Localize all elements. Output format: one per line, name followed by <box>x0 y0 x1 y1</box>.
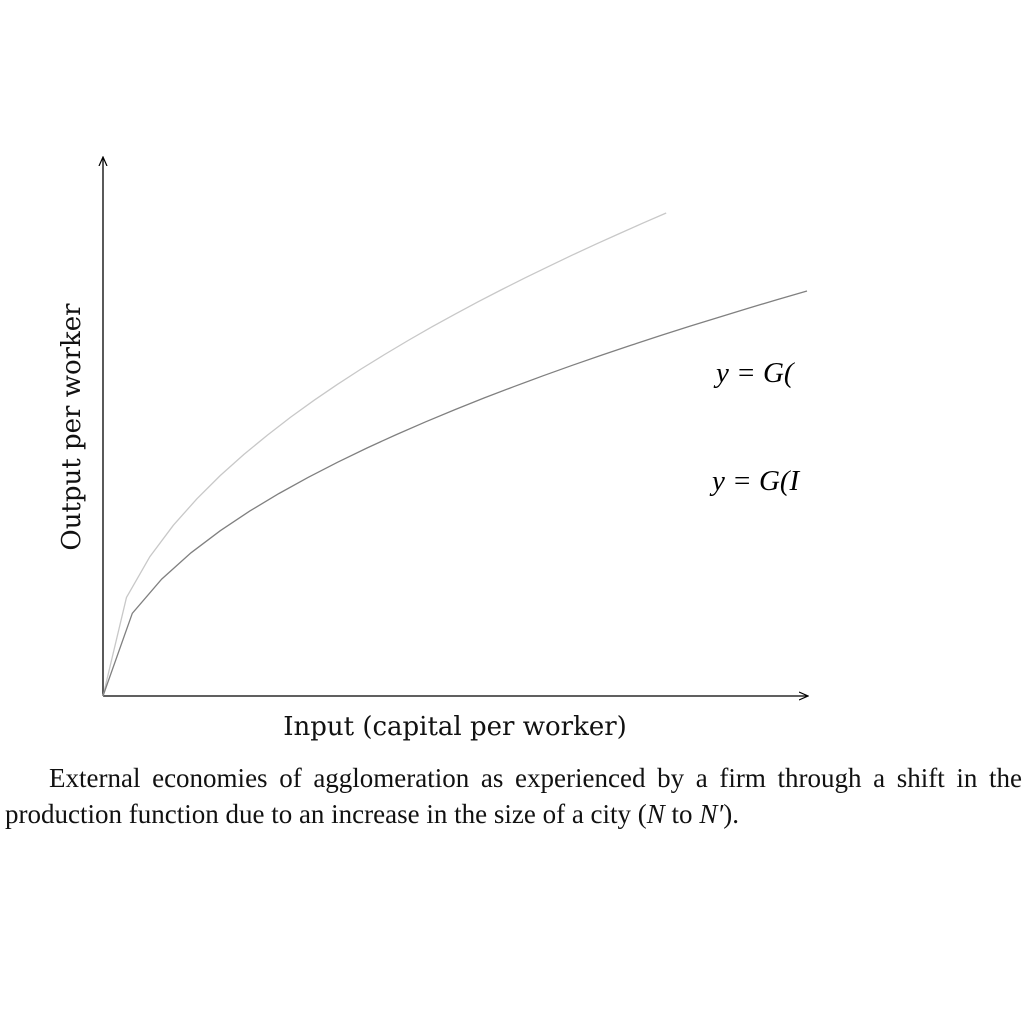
series-line-upper <box>102 212 667 697</box>
y-axis-label: Output per worker <box>57 303 87 551</box>
x-axis-label: Input (capital per worker) <box>283 712 627 742</box>
series-label-upper: y = G( <box>713 357 796 389</box>
figure-caption: External economies of agglomeration as e… <box>5 763 1022 829</box>
series-label-lower: y = G(I <box>709 465 801 497</box>
series-line-lower <box>102 290 808 697</box>
